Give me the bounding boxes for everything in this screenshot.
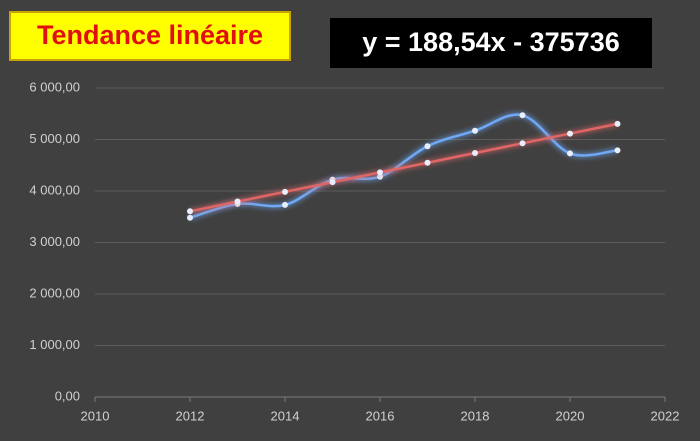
line [189, 122, 618, 213]
point [187, 208, 193, 215]
point [187, 214, 193, 221]
x-tick-label: 2020 [556, 408, 585, 423]
x-tick-label: 2012 [176, 408, 205, 423]
point [614, 120, 621, 127]
point [282, 188, 288, 195]
point [329, 179, 336, 186]
y-tick-label: 3 000,00 [29, 234, 80, 249]
point [424, 159, 431, 166]
x-tick-label: 2018 [461, 408, 490, 423]
point [282, 201, 288, 208]
point [424, 143, 431, 150]
point [472, 149, 478, 156]
point [614, 147, 621, 154]
y-tick-label: 6 000,00 [29, 79, 80, 94]
point [567, 150, 573, 157]
point [472, 127, 478, 134]
point [567, 130, 573, 137]
y-tick-label: 2 000,00 [29, 285, 80, 300]
point [377, 169, 383, 176]
x-tick-label: 2014 [271, 408, 300, 423]
point [234, 198, 241, 205]
chart-title: Tendance linéaire [37, 20, 263, 50]
point [519, 112, 526, 119]
y-tick-label: 5 000,00 [29, 131, 80, 146]
x-tick-label: 2022 [651, 408, 680, 423]
equation-box [330, 18, 652, 68]
y-tick-label: 4 000,00 [29, 182, 80, 197]
x-tick-label: 2016 [366, 408, 395, 423]
equation: y = 188,54x - 375736 [362, 27, 619, 57]
y-tick-label: 1 000,00 [29, 337, 80, 352]
point [519, 140, 526, 147]
title-box [9, 11, 291, 61]
x-tick-label: 2010 [81, 408, 110, 423]
y-tick-label: 0,00 [55, 388, 80, 403]
